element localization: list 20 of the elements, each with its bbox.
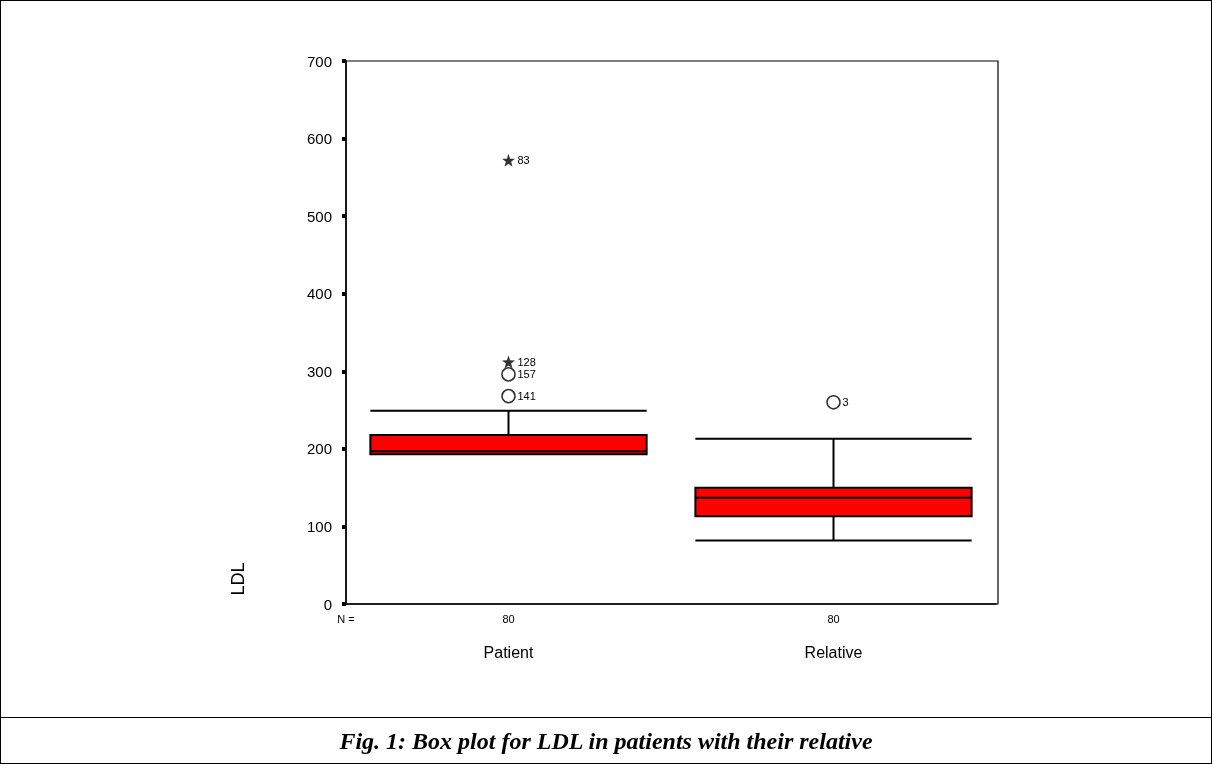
annotation: 3 — [842, 396, 849, 409]
y-tick-label: 0 — [323, 595, 332, 613]
text: 80 — [502, 612, 515, 625]
text: Fig. 1: Box plot for LDL in patients with their relative — [1, 717, 1211, 764]
annotation: 128 — [517, 355, 536, 368]
y-tick-label: 100 — [306, 517, 332, 535]
text: 80 — [827, 612, 840, 625]
y-tick-label: 300 — [306, 362, 332, 380]
y-tick-label: 600 — [306, 130, 332, 148]
annotation: 83 — [517, 154, 530, 167]
annotation: 157 — [517, 368, 536, 381]
y-tick-label: 400 — [306, 285, 332, 303]
x-tick-label: Patient — [483, 643, 534, 661]
y-tick-label: 500 — [306, 207, 332, 225]
text: N = — [337, 612, 355, 625]
y-tick-label: 200 — [306, 440, 332, 458]
annotation: 141 — [517, 390, 536, 403]
x-tick-label: Relative — [804, 643, 863, 661]
y-axis-title: LDL — [228, 562, 248, 596]
y-tick-label: 700 — [306, 52, 332, 70]
